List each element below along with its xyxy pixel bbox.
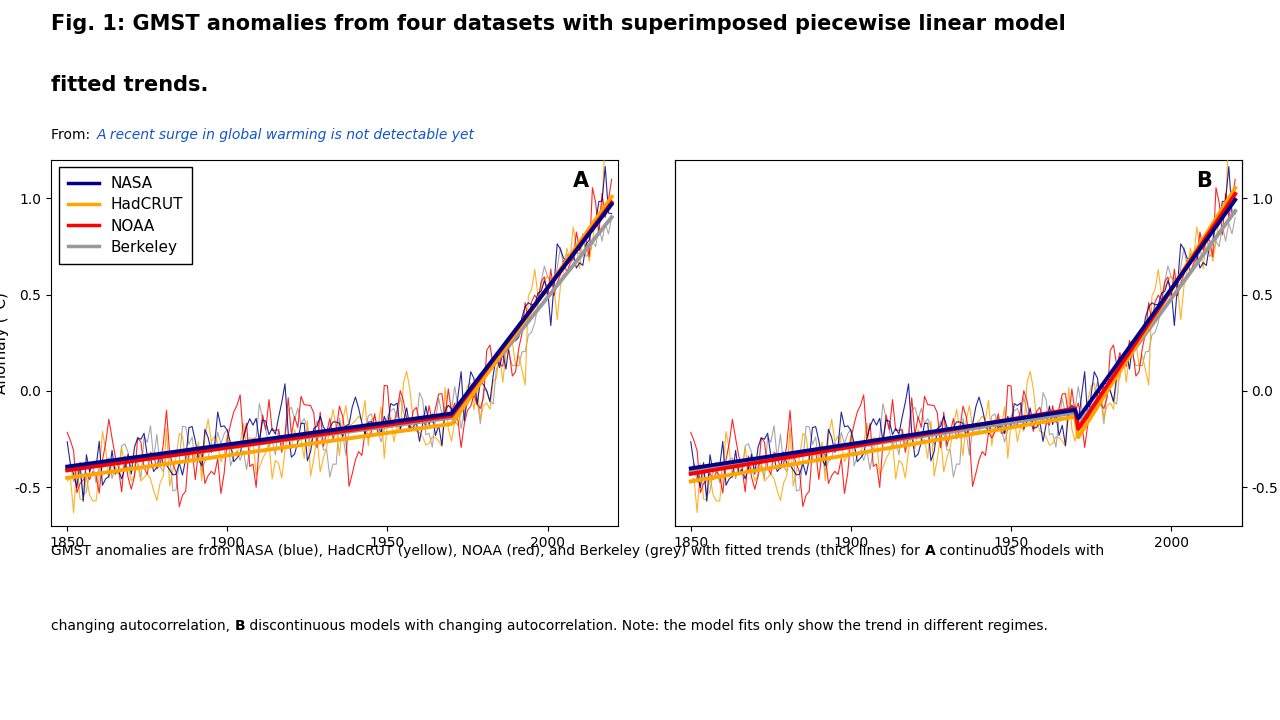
Legend: NASA, HadCRUT, NOAA, Berkeley: NASA, HadCRUT, NOAA, Berkeley (59, 167, 192, 264)
Text: A: A (924, 544, 936, 558)
Text: Fig. 1: GMST anomalies from four datasets with superimposed piecewise linear mod: Fig. 1: GMST anomalies from four dataset… (51, 14, 1066, 35)
Text: A recent surge in global warming is not detectable yet: A recent surge in global warming is not … (96, 128, 475, 143)
Text: fitted trends.: fitted trends. (51, 75, 209, 95)
Y-axis label: Anomaly (°C): Anomaly (°C) (0, 292, 9, 394)
Text: B: B (1197, 171, 1212, 191)
Text: From:: From: (51, 128, 95, 143)
Text: discontinuous models with changing autocorrelation. Note: the model fits only sh: discontinuous models with changing autoc… (246, 619, 1048, 634)
Text: continuous models with: continuous models with (936, 544, 1105, 558)
Text: changing autocorrelation,: changing autocorrelation, (51, 619, 234, 634)
Text: B: B (234, 619, 246, 634)
Text: A: A (572, 171, 589, 191)
Text: GMST anomalies are from NASA (blue), HadCRUT (yellow), NOAA (red), and Berkeley : GMST anomalies are from NASA (blue), Had… (51, 544, 924, 558)
